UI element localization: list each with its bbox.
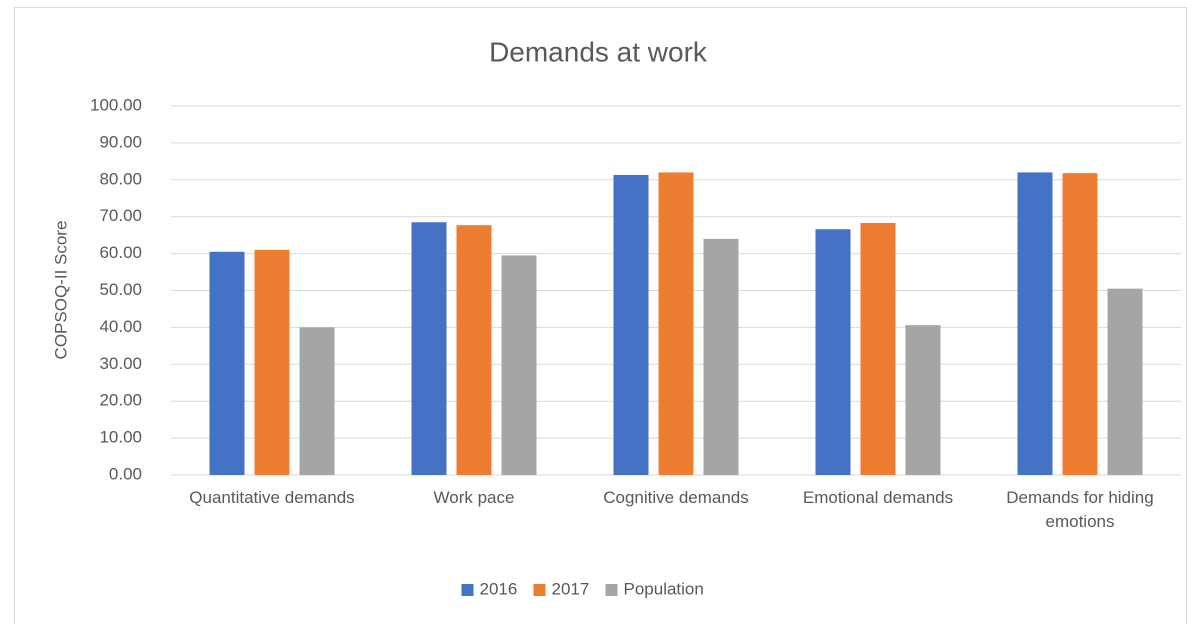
bar: [613, 175, 649, 476]
y-tick-label: 10.00: [99, 428, 142, 447]
y-axis-label: COPSOQ-II Score: [51, 221, 70, 360]
bar: [299, 327, 335, 475]
y-tick-label: 100.00: [90, 95, 142, 114]
x-tick-label: Demands for hiding emotions: [1006, 488, 1154, 531]
y-tick-label: 70.00: [99, 206, 142, 225]
y-tick-label: 40.00: [99, 317, 142, 336]
y-tick-label: 50.00: [99, 280, 142, 299]
legend-label: Population: [624, 579, 704, 598]
x-tick-label: Work pace: [433, 488, 515, 507]
legend-swatch: [461, 584, 474, 596]
bar: [501, 255, 537, 475]
legend-swatch: [533, 584, 546, 596]
chart-title: Demands at work: [489, 36, 708, 67]
bar: [703, 238, 739, 475]
x-tick-label: Emotional demands: [802, 488, 954, 507]
bar: [411, 222, 447, 475]
y-tick-label: 0.00: [109, 464, 142, 483]
y-tick-label: 60.00: [99, 243, 142, 262]
bar: [905, 325, 941, 475]
bar: [658, 172, 694, 476]
bar: [254, 249, 290, 475]
legend-label: 2016: [480, 579, 518, 598]
y-tick-label: 20.00: [99, 391, 142, 410]
x-tick-label: Quantitative demands: [189, 488, 355, 507]
y-tick-label: 90.00: [99, 132, 142, 151]
legend-label: 2017: [552, 579, 590, 598]
y-tick-label: 30.00: [99, 354, 142, 373]
bar: [1017, 172, 1053, 476]
bar: [815, 229, 851, 475]
bar: [1062, 173, 1098, 475]
legend-swatch: [605, 584, 618, 596]
chart-border: [14, 7, 1187, 624]
bar: [209, 251, 245, 475]
x-tick-label: Cognitive demands: [603, 488, 749, 507]
bar: [860, 222, 896, 475]
y-tick-label: 80.00: [99, 169, 142, 188]
bar: [1107, 288, 1143, 475]
bar: [456, 225, 492, 475]
